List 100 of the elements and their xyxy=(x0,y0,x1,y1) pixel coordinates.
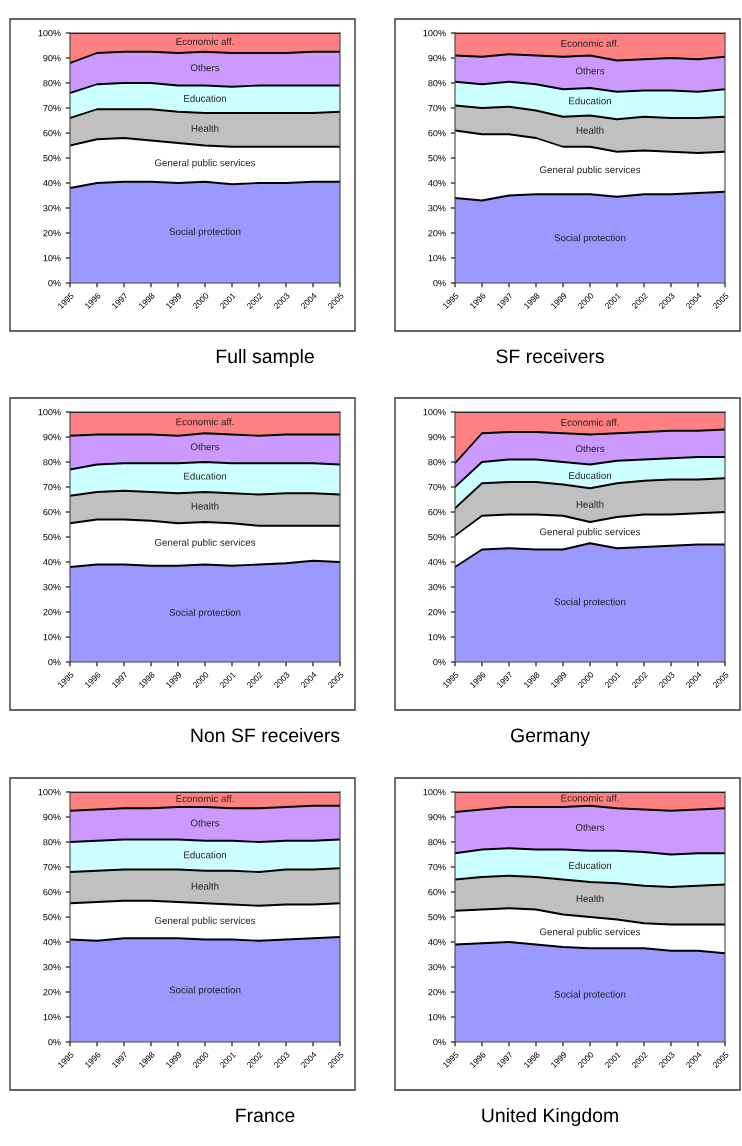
series-label: Health xyxy=(576,500,604,508)
y-tick-label: 90% xyxy=(428,54,446,62)
y-tick-label: 30% xyxy=(428,204,446,212)
y-tick-label: 80% xyxy=(43,838,61,846)
y-tick-label: 60% xyxy=(43,508,61,516)
y-tick-label: 10% xyxy=(43,254,61,262)
text: United Kingdom xyxy=(482,1107,618,1127)
y-tick-label: 40% xyxy=(428,179,446,187)
y-tick-label: 30% xyxy=(43,204,61,212)
y-tick-label: 50% xyxy=(428,154,446,162)
series-label: Others xyxy=(190,443,220,451)
y-tick-label: 60% xyxy=(428,508,446,516)
y-tick-label: 0% xyxy=(433,658,446,666)
series-label: Others xyxy=(575,823,605,831)
y-tick-label: 30% xyxy=(43,583,61,591)
y-tick-label: 10% xyxy=(43,1013,61,1021)
text: SF receivers xyxy=(496,348,604,364)
y-tick-label: 30% xyxy=(428,583,446,591)
y-tick-label: 20% xyxy=(43,229,61,237)
y-tick-label: 20% xyxy=(428,988,446,996)
y-tick-label: 90% xyxy=(428,433,446,441)
series-label: Social protection xyxy=(169,986,241,996)
text: Full sample xyxy=(216,348,314,368)
series-label: Economic aff. xyxy=(176,418,234,426)
y-tick-label: 0% xyxy=(433,1038,446,1046)
series-label: Economic aff. xyxy=(176,794,234,803)
y-tick-label: 20% xyxy=(43,988,61,996)
series-label: General public services xyxy=(154,159,256,169)
series-label: Economic aff. xyxy=(561,794,619,802)
series-label: General public services xyxy=(539,928,641,938)
y-tick-label: 90% xyxy=(43,433,61,441)
series-label: Social protection xyxy=(554,598,626,608)
y-tick-label: 10% xyxy=(428,633,446,641)
series-label: Social protection xyxy=(169,608,241,618)
y-tick-label: 0% xyxy=(48,279,61,287)
series-label: Economic aff. xyxy=(561,418,619,426)
series-label: Others xyxy=(190,64,220,72)
y-tick-label: 70% xyxy=(43,863,61,871)
y-tick-label: 40% xyxy=(428,558,446,566)
y-tick-label: 40% xyxy=(43,558,61,566)
series-label: Others xyxy=(575,444,605,453)
text: France xyxy=(236,1108,295,1123)
y-tick-label: 50% xyxy=(428,913,446,921)
y-tick-label: 80% xyxy=(43,79,61,87)
y-tick-label: 0% xyxy=(433,279,446,287)
y-tick-label: 70% xyxy=(428,104,446,112)
y-tick-label: 100% xyxy=(38,29,61,37)
y-tick-label: 40% xyxy=(428,938,446,946)
series-label: Health xyxy=(191,882,219,890)
y-tick-label: 40% xyxy=(43,179,61,187)
series-label: Health xyxy=(576,126,604,134)
series-label: Others xyxy=(190,819,220,827)
y-tick-label: 100% xyxy=(423,408,446,416)
y-tick-label: 50% xyxy=(43,533,61,541)
series-label: Economic aff. xyxy=(176,37,234,45)
series-label: Education xyxy=(569,471,611,479)
y-tick-label: 100% xyxy=(423,788,446,796)
series-label: General public services xyxy=(539,528,641,538)
series-label: Health xyxy=(191,124,219,132)
y-tick-label: 10% xyxy=(43,633,61,641)
series-label: Health xyxy=(191,502,219,510)
y-tick-label: 20% xyxy=(428,229,446,237)
y-tick-label: 100% xyxy=(38,788,61,796)
y-tick-label: 80% xyxy=(428,458,446,466)
y-tick-label: 50% xyxy=(43,154,61,162)
y-tick-label: 90% xyxy=(428,813,446,821)
y-tick-label: 50% xyxy=(43,913,61,921)
y-tick-label: 60% xyxy=(43,129,61,137)
y-tick-label: 100% xyxy=(423,29,446,37)
y-tick-label: 90% xyxy=(43,54,61,62)
y-tick-label: 80% xyxy=(428,838,446,846)
y-tick-label: 80% xyxy=(43,458,61,466)
y-tick-label: 20% xyxy=(428,608,446,616)
y-tick-label: 60% xyxy=(428,888,446,896)
y-tick-label: 10% xyxy=(428,254,446,262)
series-label: Education xyxy=(184,851,226,859)
y-tick-label: 90% xyxy=(43,813,61,821)
series-label: General public services xyxy=(539,165,641,176)
series-label: Social protection xyxy=(554,990,626,1000)
series-label: Education xyxy=(569,861,611,869)
y-tick-label: 60% xyxy=(43,888,61,896)
y-tick-label: 100% xyxy=(38,408,61,416)
y-tick-label: 30% xyxy=(43,963,61,971)
y-tick-label: 70% xyxy=(43,483,61,491)
text: Non SF receivers xyxy=(191,727,340,743)
series-label: General public services xyxy=(154,538,256,548)
y-tick-label: 0% xyxy=(48,658,61,666)
y-tick-label: 60% xyxy=(428,129,446,137)
text: Germany xyxy=(511,728,590,747)
series-label: Others xyxy=(575,67,605,75)
y-tick-label: 40% xyxy=(43,938,61,946)
y-tick-label: 20% xyxy=(43,608,61,616)
y-tick-label: 70% xyxy=(43,104,61,112)
y-tick-label: 0% xyxy=(48,1038,61,1046)
y-tick-label: 80% xyxy=(428,79,446,87)
y-tick-label: 70% xyxy=(428,483,446,491)
y-tick-label: 70% xyxy=(428,863,446,871)
y-tick-label: 10% xyxy=(428,1013,446,1021)
series-label: Education xyxy=(569,97,611,105)
y-tick-label: 50% xyxy=(428,533,446,541)
